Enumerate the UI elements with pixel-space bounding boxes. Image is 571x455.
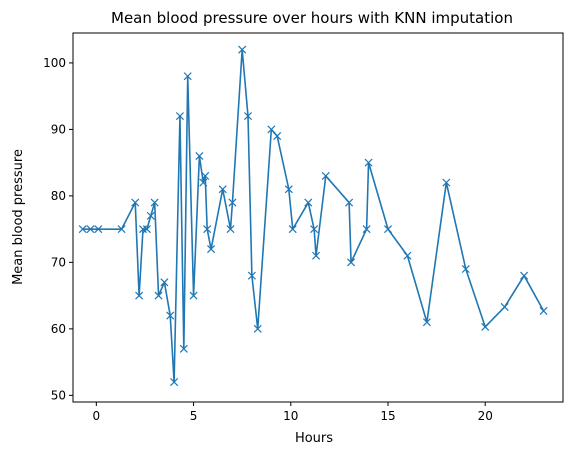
- data-point-marker: [345, 198, 354, 207]
- data-point-marker: [150, 198, 159, 207]
- plot-area: 0 5 10 15 20 50 60 70 80 90 100: [43, 32, 564, 423]
- data-point-marker: [117, 225, 126, 234]
- data-point-marker: [199, 178, 208, 187]
- x-tick-label: 20: [478, 409, 493, 423]
- data-point-marker: [195, 151, 204, 161]
- data-point-marker: [138, 225, 148, 234]
- data-point-marker: [154, 291, 163, 300]
- data-point-marker: [273, 132, 282, 141]
- data-point-marker: [481, 322, 490, 331]
- data-point-marker: [238, 45, 247, 54]
- data-point-marker: [362, 225, 371, 234]
- data-point-marker: [142, 225, 151, 234]
- data-point-marker: [218, 185, 227, 194]
- series-line: [82, 48, 545, 383]
- data-point-marker: [500, 302, 509, 311]
- data-point-marker: [364, 158, 373, 167]
- y-tick-label: 60: [51, 322, 66, 336]
- data-point-marker: [288, 225, 297, 234]
- data-point-marker: [226, 225, 235, 234]
- x-tick-label: 5: [190, 409, 198, 423]
- data-point-marker: [166, 311, 175, 320]
- y-tick-label: 100: [43, 56, 66, 70]
- data-point-marker: [131, 198, 140, 207]
- data-point-marker: [135, 291, 144, 300]
- data-point-marker: [243, 112, 253, 121]
- data-point-marker: [207, 245, 216, 254]
- data-point-marker: [312, 251, 321, 260]
- data-point-marker: [86, 225, 95, 234]
- data-point-marker: [203, 225, 212, 234]
- data-point-marker: [539, 306, 548, 315]
- data-point-marker: [179, 344, 188, 353]
- data-point-marker: [146, 211, 155, 220]
- y-tick-label: 90: [51, 122, 66, 136]
- data-point-marker: [347, 258, 356, 267]
- data-point-marker: [284, 185, 293, 194]
- data-point-marker: [170, 378, 179, 387]
- chart-title: Mean blood pressure over hours with KNN …: [111, 9, 513, 27]
- y-axis-label: Mean blood pressure: [11, 149, 26, 285]
- data-point-marker: [253, 324, 262, 333]
- y-tick-label: 50: [51, 388, 66, 402]
- data-point-marker: [422, 318, 431, 327]
- data-point-marker: [304, 198, 313, 207]
- data-point-marker: [175, 112, 184, 121]
- x-axis-ticks: 0 5 10 15 20: [93, 402, 493, 423]
- y-tick-label: 70: [51, 255, 66, 269]
- series-layer: [78, 45, 548, 387]
- data-point-marker: [183, 72, 192, 81]
- x-tick-label: 0: [93, 409, 101, 423]
- y-axis-ticks: 50 60 70 80 90 100: [43, 56, 73, 402]
- x-axis-label: Hours: [295, 431, 333, 446]
- x-tick-label: 10: [283, 409, 298, 423]
- plot-frame: [72, 32, 564, 403]
- y-tick-label: 80: [51, 189, 66, 203]
- data-point-marker: [247, 271, 256, 280]
- data-point-marker: [310, 225, 319, 234]
- data-point-marker: [403, 251, 412, 260]
- data-point-marker: [201, 171, 210, 180]
- data-point-marker: [160, 278, 169, 287]
- data-point-marker: [267, 125, 276, 134]
- data-point-marker: [383, 225, 393, 234]
- data-point-marker: [78, 225, 87, 234]
- data-point-marker: [321, 171, 330, 180]
- data-point-marker: [520, 271, 529, 280]
- data-point-marker: [461, 265, 470, 274]
- data-point-marker: [442, 178, 451, 187]
- x-tick-label: 15: [380, 409, 395, 423]
- data-point-marker: [189, 291, 198, 300]
- data-point-marker: [228, 198, 237, 207]
- data-point-marker: [94, 225, 103, 234]
